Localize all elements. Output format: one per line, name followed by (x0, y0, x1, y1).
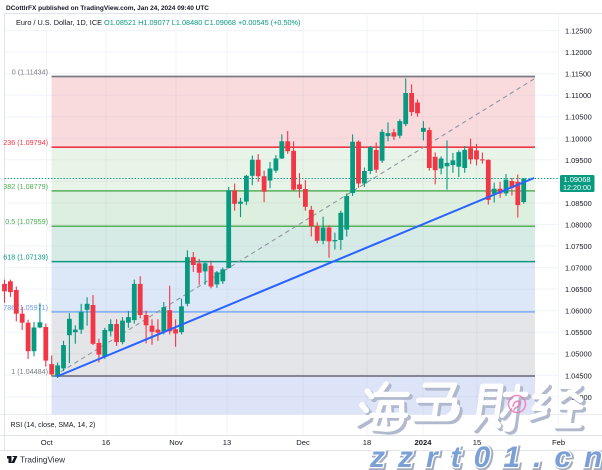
svg-text:1.12000: 1.12000 (565, 48, 592, 57)
svg-text:13: 13 (223, 438, 231, 447)
svg-text:1.12500: 1.12500 (565, 27, 592, 36)
svg-text:Feb: Feb (552, 438, 565, 447)
svg-text:DCottlrFX published on Trading: DCottlrFX published on TradingView.com, … (6, 5, 209, 12)
svg-text:1.06500: 1.06500 (565, 285, 592, 294)
svg-text:1.07500: 1.07500 (565, 242, 592, 251)
svg-text:Euro / U.S. Dollar, 1D, ICE O1: Euro / U.S. Dollar, 1D, ICE O1.08521 H1.… (16, 18, 300, 27)
svg-text:1.11500: 1.11500 (565, 70, 591, 79)
svg-text:18: 18 (363, 438, 371, 447)
svg-text:618 (1.07139): 618 (1.07139) (3, 253, 48, 262)
svg-text:2024: 2024 (415, 438, 433, 447)
svg-text:1 (1.04484): 1 (1.04484) (11, 367, 48, 376)
svg-text:1.09500: 1.09500 (565, 156, 592, 165)
svg-text:1.08000: 1.08000 (565, 221, 592, 230)
svg-text:1.05500: 1.05500 (565, 328, 592, 337)
svg-text:1.05000: 1.05000 (565, 350, 592, 359)
svg-text:16: 16 (102, 438, 110, 447)
svg-text:1.08500: 1.08500 (565, 199, 592, 208)
svg-text:236 (1.09794): 236 (1.09794) (3, 138, 48, 147)
svg-text:1.07000: 1.07000 (565, 264, 592, 273)
svg-text:Dec: Dec (296, 438, 310, 447)
svg-text:Oct: Oct (41, 438, 54, 447)
svg-text:zzrt01.cn: zzrt01.cn (369, 441, 602, 470)
svg-text:1.10000: 1.10000 (565, 134, 592, 143)
svg-text:1.06000: 1.06000 (565, 307, 592, 316)
svg-text:RSI (14, close, SMA, 14, 2): RSI (14, close, SMA, 14, 2) (11, 422, 96, 429)
svg-text:382 (1.08779): 382 (1.08779) (3, 182, 48, 191)
svg-text:15: 15 (473, 438, 481, 447)
svg-text:1.04500: 1.04500 (565, 371, 592, 380)
svg-text:12:20:00: 12:20:00 (563, 183, 591, 192)
svg-text:1.10500: 1.10500 (565, 113, 592, 122)
svg-text:0.5 (1.07959): 0.5 (1.07959) (5, 217, 48, 226)
svg-text:1.11000: 1.11000 (565, 91, 591, 100)
svg-text:TradingView: TradingView (20, 456, 65, 465)
svg-text:1.09068: 1.09068 (563, 175, 590, 184)
svg-text:Nov: Nov (169, 438, 183, 447)
svg-text:0 (1.11434): 0 (1.11434) (12, 68, 48, 77)
svg-text:zzrt01.cn: zzrt01.cn (370, 442, 602, 470)
svg-text:786 (1.05971): 786 (1.05971) (3, 303, 48, 312)
